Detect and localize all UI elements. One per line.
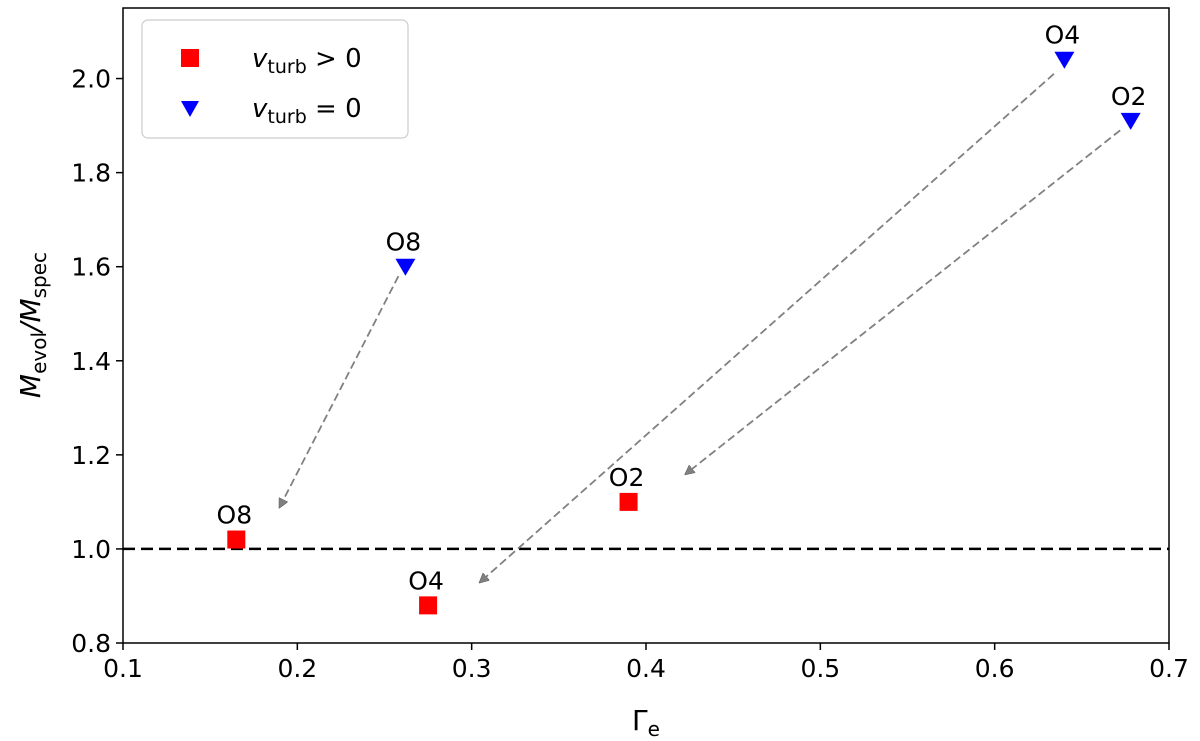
- y-tick-label: 0.8: [71, 629, 111, 658]
- legend-box: [141, 19, 409, 139]
- point-label-o2: O2: [609, 463, 645, 492]
- x-tick-label: 0.7: [1149, 654, 1189, 683]
- point-label-o4: O4: [408, 566, 444, 595]
- legend-triangle-v: v: [252, 94, 268, 124]
- x-tick-label: 0.2: [277, 654, 317, 683]
- y-tick-label: 1.4: [71, 347, 111, 376]
- legend-triangle-marker: [181, 101, 199, 117]
- triangle-marker-o8: [395, 258, 416, 276]
- legend-square-v: v: [252, 44, 268, 74]
- y-label-slash-m2: /M: [14, 298, 47, 335]
- legend: vturb > 0 vturb = 0: [141, 19, 409, 139]
- arrow-layer: [280, 73, 1121, 582]
- triangle-marker-o4: [1054, 51, 1075, 69]
- y-label-m1: M: [14, 374, 47, 398]
- x-tick-label: 0.4: [626, 654, 666, 683]
- point-label-layer: O8 O4 O2 O8 O4 O2: [217, 21, 1147, 596]
- x-tick-label: 0.1: [103, 654, 143, 683]
- square-marker-o4: [419, 596, 438, 615]
- legend-triangle-rel: = 0: [307, 94, 362, 124]
- legend-square-marker: [181, 49, 199, 67]
- x-tick-label: 0.3: [452, 654, 492, 683]
- y-axis-ticks: 0.8 1.0 1.2 1.4 1.6 1.8 2.0: [71, 65, 123, 658]
- x-tick-label: 0.5: [800, 654, 840, 683]
- y-label-sub2: spec: [27, 252, 51, 298]
- triangle-marker-o2: [1120, 112, 1141, 130]
- x-axis-label-sub: e: [648, 717, 660, 741]
- legend-square-sub: turb: [267, 56, 306, 78]
- y-tick-label: 1.8: [71, 159, 111, 188]
- x-axis-label-main: Γ: [632, 704, 648, 737]
- x-axis-label: Γe: [632, 704, 660, 741]
- y-tick-label: 1.0: [71, 535, 111, 564]
- x-axis-ticks: 0.1 0.2 0.3 0.4 0.5 0.6 0.7: [103, 643, 1189, 683]
- marker-layer: [227, 51, 1141, 615]
- point-label-o2: O2: [1111, 82, 1147, 111]
- y-tick-label: 2.0: [71, 65, 111, 94]
- y-tick-label: 1.2: [71, 441, 111, 470]
- legend-entry-triangle: vturb = 0: [252, 94, 362, 128]
- arrow-o2: [686, 129, 1121, 473]
- point-label-o4: O4: [1045, 21, 1081, 50]
- square-marker-o2: [619, 492, 638, 511]
- legend-triangle-sub: turb: [267, 106, 306, 128]
- arrow-o4: [480, 73, 1055, 582]
- point-label-o8: O8: [217, 501, 253, 530]
- arrow-o8: [280, 275, 400, 506]
- x-tick-label: 0.6: [975, 654, 1015, 683]
- y-tick-label: 1.6: [71, 253, 111, 282]
- square-marker-o8: [227, 530, 246, 549]
- legend-square-rel: > 0: [307, 44, 362, 74]
- legend-entry-square: vturb > 0: [252, 44, 362, 78]
- y-label-sub1: evol: [27, 332, 51, 374]
- y-axis-label: Mevol/Mspec: [14, 252, 51, 398]
- point-label-o8: O8: [386, 228, 422, 257]
